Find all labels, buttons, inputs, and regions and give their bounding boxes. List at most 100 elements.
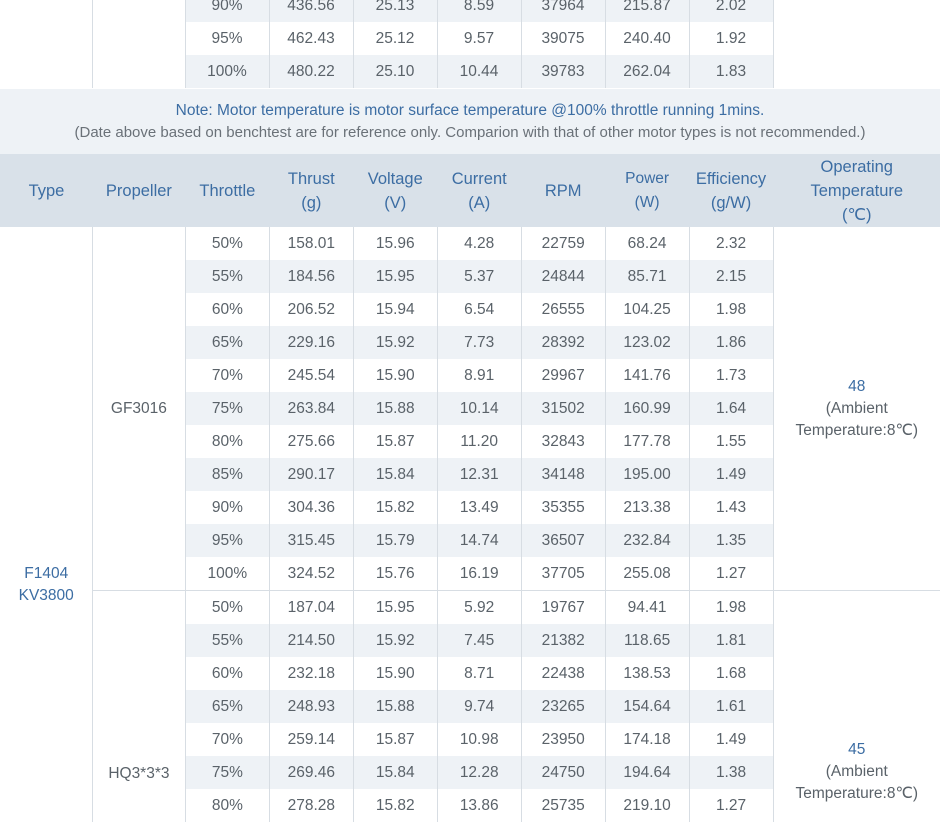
voltage-cell: 15.96 <box>353 227 437 260</box>
efficiency-cell: 1.49 <box>689 723 773 756</box>
voltage-cell: 15.90 <box>353 657 437 690</box>
efficiency-cell: 1.68 <box>689 657 773 690</box>
thrust-cell: 269.46 <box>269 756 353 789</box>
rpm-cell: 34148 <box>521 458 605 491</box>
throttle-cell: 60% <box>185 293 269 326</box>
throttle-cell: 50% <box>185 227 269 260</box>
rpm-cell: 28392 <box>521 326 605 359</box>
efficiency-cell: 1.92 <box>689 22 773 55</box>
voltage-cell: 15.95 <box>353 591 437 625</box>
power-cell: 255.08 <box>605 557 689 591</box>
efficiency-cell: 1.98 <box>689 293 773 326</box>
efficiency-cell: 1.83 <box>689 55 773 88</box>
current-cell: 9.74 <box>437 690 521 723</box>
thrust-cell: 278.28 <box>269 789 353 822</box>
header-propeller: Propeller <box>92 154 185 227</box>
note-main: Note: Motor temperature is motor surface… <box>0 102 940 120</box>
efficiency-cell: 1.49 <box>689 458 773 491</box>
efficiency-cell: 1.35 <box>689 524 773 557</box>
throttle-cell: 90% <box>185 0 269 22</box>
thrust-cell: 229.16 <box>269 326 353 359</box>
thrust-cell: 462.43 <box>269 22 353 55</box>
efficiency-cell: 1.55 <box>689 425 773 458</box>
rpm-cell: 24844 <box>521 260 605 293</box>
efficiency-cell: 1.61 <box>689 690 773 723</box>
power-cell: 213.38 <box>605 491 689 524</box>
rpm-cell: 37964 <box>521 0 605 22</box>
rpm-cell: 29967 <box>521 359 605 392</box>
thrust-cell: 259.14 <box>269 723 353 756</box>
voltage-cell: 15.87 <box>353 425 437 458</box>
power-cell: 104.25 <box>605 293 689 326</box>
current-cell: 14.74 <box>437 524 521 557</box>
current-cell: 12.31 <box>437 458 521 491</box>
note-sub: (Date above based on benchtest are for r… <box>0 124 940 141</box>
current-cell: 6.54 <box>437 293 521 326</box>
power-cell: 85.71 <box>605 260 689 293</box>
efficiency-cell: 1.73 <box>689 359 773 392</box>
power-cell: 154.64 <box>605 690 689 723</box>
voltage-cell: 25.10 <box>353 55 437 88</box>
rpm-cell: 26555 <box>521 293 605 326</box>
voltage-cell: 15.84 <box>353 756 437 789</box>
motor-test-table: Type Propeller Throttle Thrust(g) Voltag… <box>0 154 940 822</box>
efficiency-cell: 1.81 <box>689 624 773 657</box>
header-power: Power(W) <box>605 154 689 227</box>
voltage-cell: 15.92 <box>353 624 437 657</box>
efficiency-cell: 2.02 <box>689 0 773 22</box>
current-cell: 10.44 <box>437 55 521 88</box>
ambient-temperature-note: Temperature:8℃) <box>796 422 919 439</box>
voltage-cell: 15.88 <box>353 392 437 425</box>
propeller-cell: GF3016 <box>92 227 185 591</box>
operating-temperature-value: 45 <box>848 741 865 758</box>
voltage-cell: 25.13 <box>353 0 437 22</box>
rpm-cell: 39783 <box>521 55 605 88</box>
throttle-cell: 95% <box>185 22 269 55</box>
rpm-cell: 37705 <box>521 557 605 591</box>
throttle-cell: 65% <box>185 326 269 359</box>
current-cell: 8.59 <box>437 0 521 22</box>
throttle-cell: 75% <box>185 392 269 425</box>
thrust-cell: 184.56 <box>269 260 353 293</box>
rpm-cell: 19767 <box>521 591 605 625</box>
thrust-cell: 245.54 <box>269 359 353 392</box>
throttle-cell: 100% <box>185 557 269 591</box>
rpm-cell: 23950 <box>521 723 605 756</box>
voltage-cell: 15.90 <box>353 359 437 392</box>
rpm-cell: 32843 <box>521 425 605 458</box>
thrust-cell: 248.93 <box>269 690 353 723</box>
header-efficiency: Efficiency(g/W) <box>689 154 773 227</box>
efficiency-cell: 1.86 <box>689 326 773 359</box>
thrust-cell: 480.22 <box>269 55 353 88</box>
thrust-cell: 187.04 <box>269 591 353 625</box>
power-cell: 177.78 <box>605 425 689 458</box>
power-cell: 68.24 <box>605 227 689 260</box>
voltage-cell: 25.12 <box>353 22 437 55</box>
current-cell: 8.71 <box>437 657 521 690</box>
current-cell: 7.73 <box>437 326 521 359</box>
header-voltage: Voltage(V) <box>353 154 437 227</box>
throttle-cell: 55% <box>185 624 269 657</box>
efficiency-cell: 2.32 <box>689 227 773 260</box>
efficiency-cell: 1.64 <box>689 392 773 425</box>
throttle-cell: 70% <box>185 359 269 392</box>
thrust-cell: 290.17 <box>269 458 353 491</box>
thrust-cell: 232.18 <box>269 657 353 690</box>
rpm-cell: 39075 <box>521 22 605 55</box>
voltage-cell: 15.76 <box>353 557 437 591</box>
current-cell: 7.45 <box>437 624 521 657</box>
throttle-cell: 50% <box>185 591 269 625</box>
operating-temperature-cell-empty <box>773 0 940 88</box>
power-cell: 195.00 <box>605 458 689 491</box>
power-cell: 138.53 <box>605 657 689 690</box>
header-rpm: RPM <box>521 154 605 227</box>
ambient-note: (Ambient <box>826 400 888 417</box>
rpm-cell: 35355 <box>521 491 605 524</box>
throttle-cell: 85% <box>185 458 269 491</box>
rpm-cell: 23265 <box>521 690 605 723</box>
power-cell: 240.40 <box>605 22 689 55</box>
